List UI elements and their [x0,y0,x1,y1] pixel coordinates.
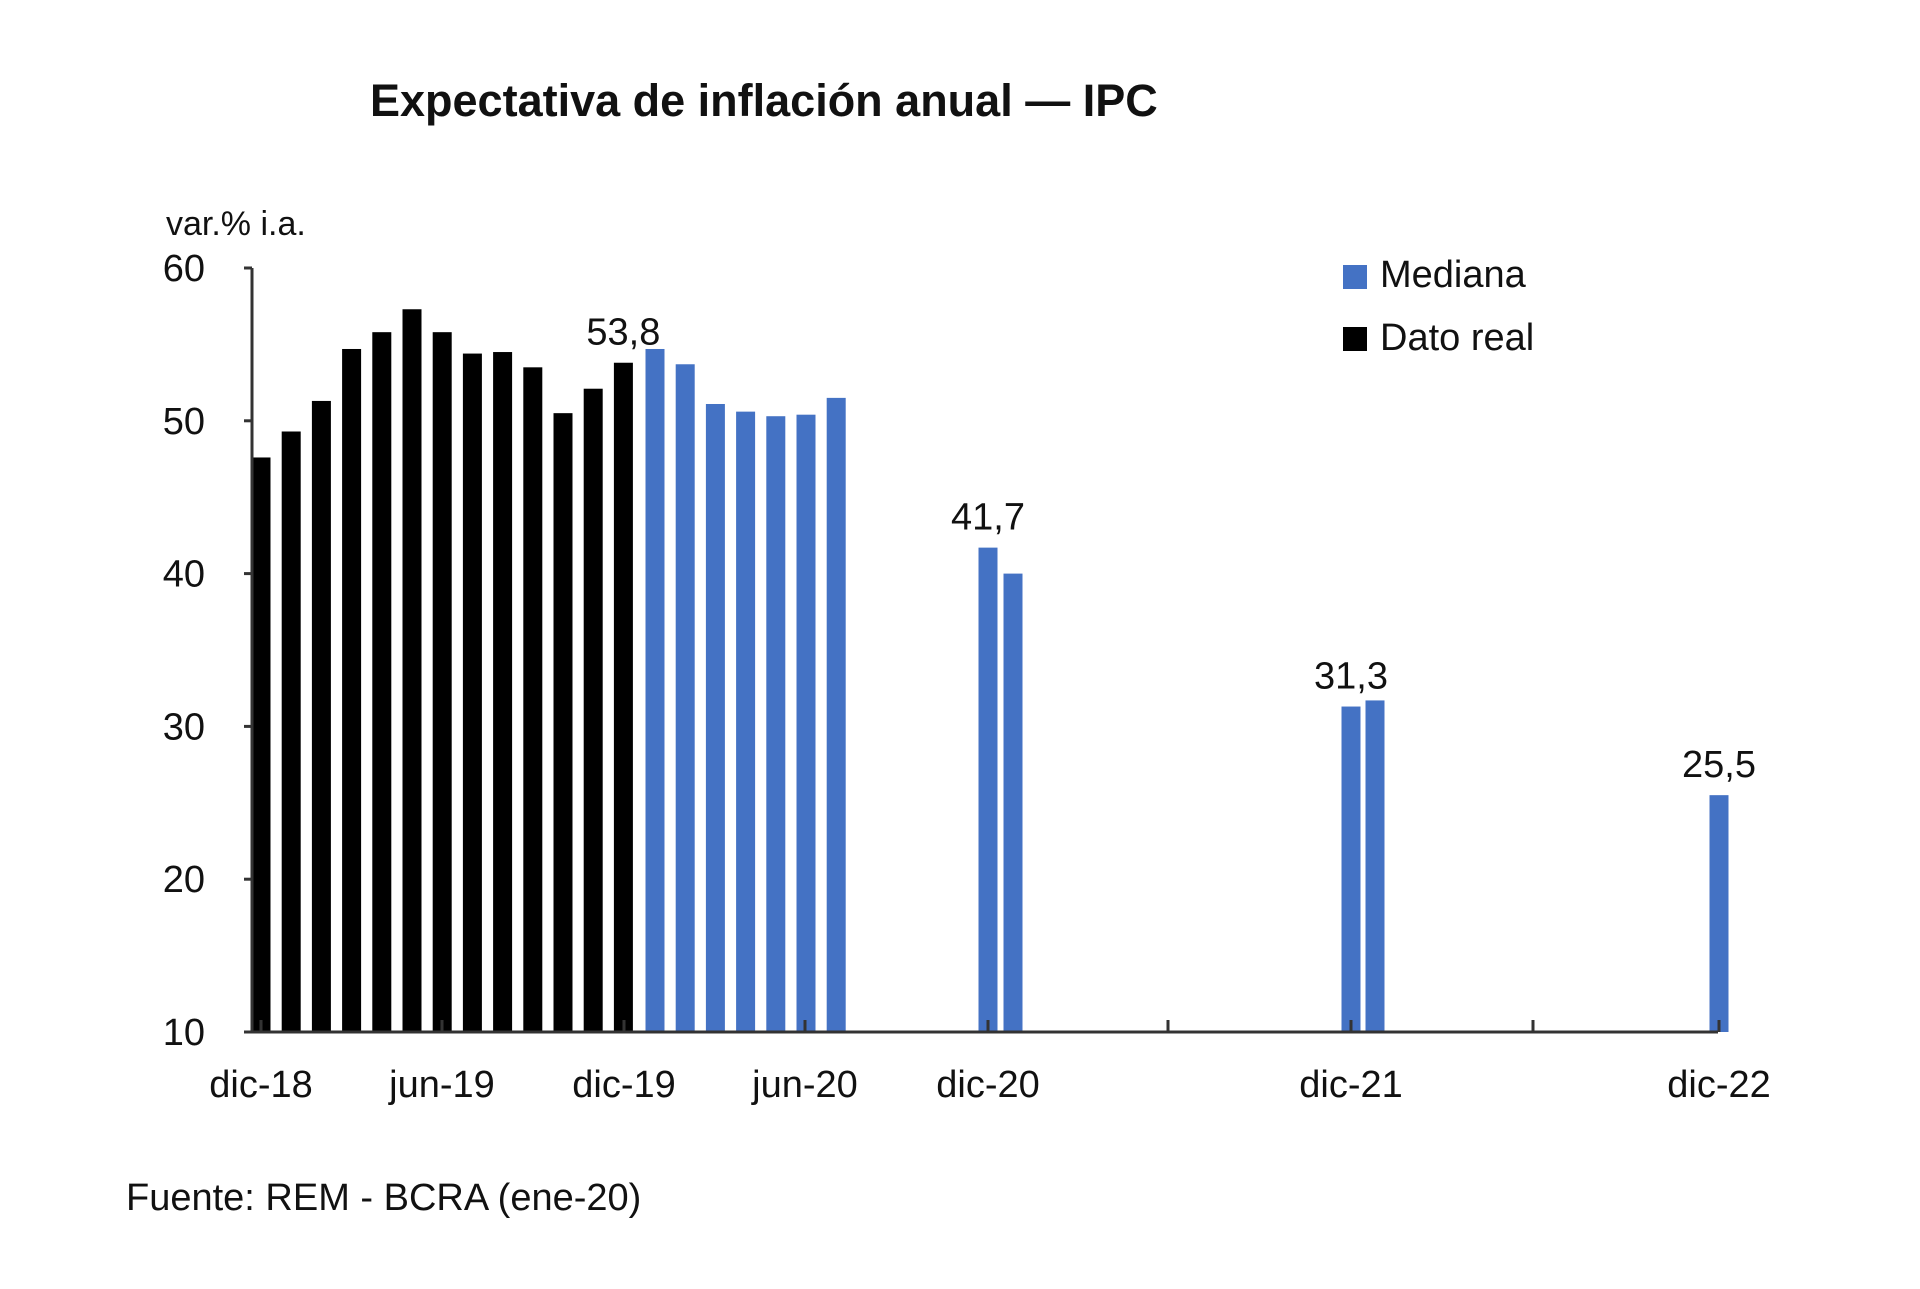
x-tick-label: dic-22 [1667,1064,1771,1106]
legend-swatch-dato-real [1343,327,1367,351]
y-tick-label: 20 [163,859,205,901]
y-axis: 10 20 30 40 50 60 [163,248,252,1054]
bar-mediana-jul-20 [826,397,846,1032]
legend-swatch-mediana [1343,265,1367,289]
x-tick-label: dic-19 [572,1064,676,1106]
y-tick-label: 60 [163,248,205,290]
bar-dato-real-abr-19 [372,332,392,1032]
y-tick-label: 10 [163,1012,205,1054]
bar-dato-real-ago-19 [493,352,513,1032]
bar-mediana-mar-20 [705,403,725,1032]
data-label: 53,8 [586,312,660,354]
data-label: 25,5 [1682,744,1756,786]
y-tick-label: 50 [163,401,205,443]
data-label: 31,3 [1314,656,1388,698]
y-tick-label: 30 [163,706,205,748]
x-tick-label: jun-20 [751,1064,858,1106]
axis-lines [244,266,1718,1034]
bar-mediana-ene-20 [645,348,665,1032]
bar-dato-real-dic-18 [251,457,271,1032]
bar-mediana-jun-20 [796,414,816,1032]
data-labels-group: 53,8 41,7 31,3 25,5 [586,312,1756,786]
y-axis-unit-label: var.% i.a. [166,205,306,243]
bar-mediana-dic-22 [1709,795,1729,1032]
bar-mediana-dic-21-b [1365,700,1385,1032]
bar-dato-real-may-19 [402,309,422,1033]
bar-dato-real-dic-19 [613,362,633,1033]
x-tick-label: jun-19 [388,1064,495,1106]
bar-mediana-dic-21-a [1341,706,1361,1032]
bar-dato-real-oct-19 [553,413,573,1032]
bar-mediana-may-20 [766,416,786,1032]
bar-mediana-abr-20 [736,411,756,1033]
bar-dato-real-jun-19 [432,332,452,1032]
legend-label-dato-real: Dato real [1380,317,1534,359]
x-tick-label: dic-18 [209,1064,313,1106]
chart-title: Expectativa de inflación anual — IPC [370,75,1158,126]
bar-mediana-feb-20 [675,364,695,1032]
legend: Mediana Dato real [1343,254,1534,359]
bar-dato-real-feb-19 [311,400,331,1032]
bar-mediana-dic-20-a [978,547,998,1032]
data-label: 41,7 [951,497,1025,539]
x-tick-label: dic-20 [936,1064,1040,1106]
y-tick-label: 40 [163,554,205,596]
bar-dato-real-sep-19 [523,367,543,1032]
bar-mediana-dic-20-b [1003,573,1023,1032]
legend-label-mediana: Mediana [1380,254,1527,296]
bar-dato-real-nov-19 [583,388,603,1032]
x-axis: dic-18 jun-19 dic-19 jun-20 dic-20 dic-21 dic-… [209,1020,1771,1106]
bar-dato-real-ene-19 [281,431,301,1033]
bar-dato-real-jul-19 [462,353,482,1032]
source-note: Fuente: REM - BCRA (ene-20) [126,1177,641,1219]
x-tick-label: dic-21 [1299,1064,1403,1106]
bar-dato-real-mar-19 [342,348,362,1032]
bars-group [251,309,1729,1033]
